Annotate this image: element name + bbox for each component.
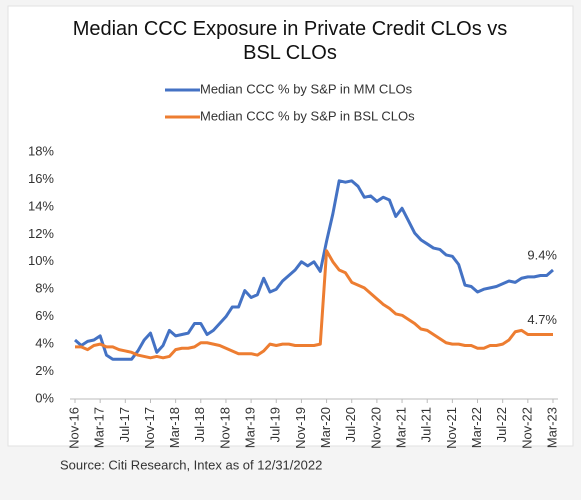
series-line (75, 249, 553, 360)
x-tick-label: Mar-21 (393, 407, 408, 448)
y-tick-label: 8% (35, 281, 54, 296)
y-tick-label: 0% (35, 390, 54, 405)
chart-title: Median CCC Exposure in Private Credit CL… (73, 18, 508, 64)
y-tick-label: 18% (28, 143, 54, 158)
x-tick-label: Mar-19 (243, 407, 258, 448)
x-tick-label: Nov-19 (293, 407, 308, 449)
y-tick-label: 16% (28, 171, 54, 186)
panel (7, 5, 574, 447)
y-tick-label: 14% (28, 198, 54, 213)
x-tick-label: Jul-17 (117, 407, 132, 442)
end-label: 4.7% (527, 312, 557, 327)
x-tick-label: Nov-22 (519, 407, 534, 449)
x-tick-label: Jul-19 (268, 407, 283, 442)
x-tick-label: Jul-18 (192, 407, 207, 442)
y-tick-label: 4% (35, 336, 54, 351)
x-tick-label: Jul-21 (419, 407, 434, 442)
x-tick-label: Nov-16 (66, 407, 81, 449)
x-tick-label: Nov-17 (142, 407, 157, 449)
legend-label: Median CCC % by S&P in MM CLOs (200, 81, 413, 96)
x-tick-label: Nov-21 (444, 407, 459, 449)
source: Source: Citi Research, Intex as of 12/31… (60, 457, 322, 472)
x-tick-label: Mar-23 (544, 407, 559, 448)
x-tick-label: Mar-22 (469, 407, 484, 448)
x-tick-label: Jul-22 (494, 407, 509, 442)
x-tick-label: Nov-20 (368, 407, 383, 449)
y-tick-label: 6% (35, 308, 54, 323)
x-tick-label: Mar-18 (167, 407, 182, 448)
x-tick-label: Nov-18 (217, 407, 232, 449)
x-tick-label: Mar-17 (92, 407, 107, 448)
y-tick-label: 10% (28, 253, 54, 268)
end-label: 9.4% (527, 247, 557, 262)
y-tick-label: 2% (35, 363, 54, 378)
x-tick-label: Mar-20 (318, 407, 333, 448)
legend-label: Median CCC % by S&P in BSL CLOs (200, 108, 415, 123)
x-tick-label: Jul-20 (343, 407, 358, 442)
series-line (74, 179, 554, 361)
y-tick-label: 12% (28, 226, 54, 241)
